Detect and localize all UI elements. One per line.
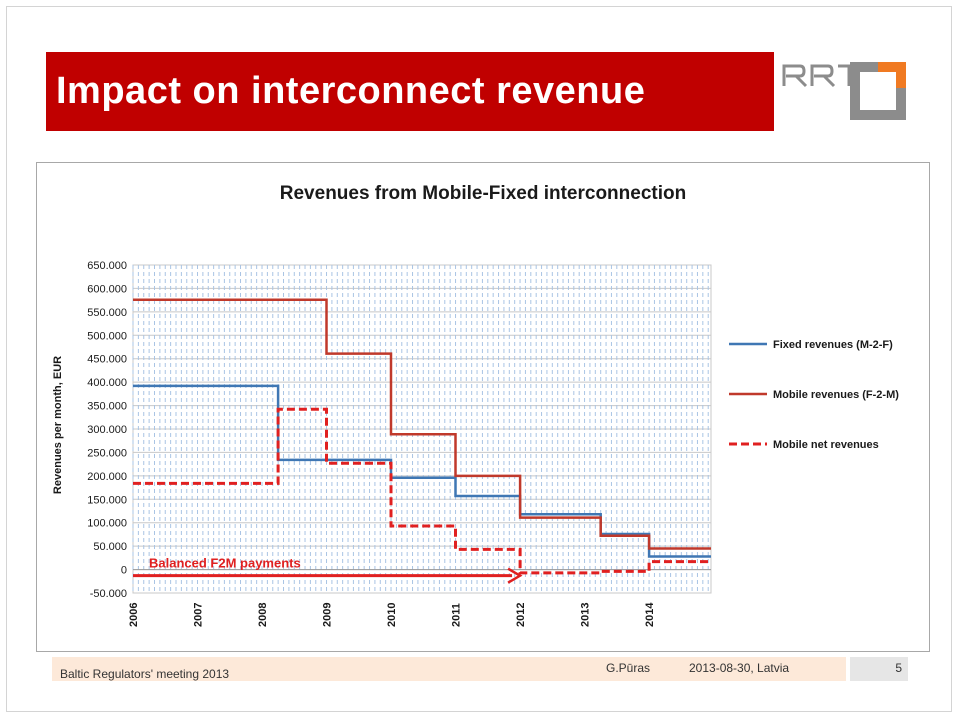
x-tick-label: 2006 <box>128 603 140 627</box>
x-tick-label: 2007 <box>193 603 205 627</box>
y-tick-label: 450.000 <box>87 354 127 366</box>
y-tick-label: 550.000 <box>87 307 127 319</box>
annotation-label: Balanced F2M payments <box>149 556 301 571</box>
x-tick-label: 2012 <box>515 603 527 627</box>
axes: 650.000 600.000 550.000 500.000 450.000 400.0… <box>87 260 711 627</box>
y-tick-label: -50.000 <box>90 588 127 600</box>
y-tick-label: 150.000 <box>87 494 127 506</box>
page-number-box: 5 <box>850 657 908 681</box>
y-axis-label: Revenues per month, EUR <box>52 356 64 494</box>
chart-title: Revenues from Mobile-Fixed interconnecti… <box>280 183 686 204</box>
rrt-logo <box>780 56 910 126</box>
title-bar: Impact on interconnect revenue <box>46 52 774 131</box>
y-tick-label: 650.000 <box>87 260 127 272</box>
grid-lines <box>132 264 712 594</box>
legend-label: Mobile revenues (F-2-M) <box>773 389 899 401</box>
y-tick-label: 350.000 <box>87 401 127 413</box>
legend-label: Fixed revenues (M-2-F) <box>773 339 893 351</box>
footer-event: Baltic Regulators' meeting 2013 <box>60 667 230 681</box>
slide-frame <box>6 6 952 712</box>
y-tick-label: 600.000 <box>87 283 127 295</box>
y-tick-label: 400.000 <box>87 377 127 389</box>
page-number: 5 <box>895 661 902 675</box>
footer-presenter: G.Pūras <box>606 661 651 675</box>
x-tick-label: 2011 <box>451 603 463 627</box>
y-tick-label: 500.000 <box>87 330 127 342</box>
slide-title: Impact on interconnect revenue <box>56 70 646 112</box>
x-tick-label: 2010 <box>386 603 398 627</box>
footer-bar: Baltic Regulators' meeting 2013 G.Pūras … <box>52 657 846 681</box>
x-tick-label: 2008 <box>257 603 269 627</box>
series-line <box>133 407 711 575</box>
y-tick-label: 250.000 <box>87 447 127 459</box>
legend: Fixed revenues (M-2-F) Mobile revenues (F… <box>729 339 899 451</box>
series-lines <box>133 298 711 575</box>
legend-label: Mobile net revenues <box>773 439 879 451</box>
annotation: Balanced F2M payments <box>133 556 523 584</box>
x-tick-label: 2014 <box>644 602 656 627</box>
y-tick-label: 100.000 <box>87 518 127 530</box>
x-tick-label: 2013 <box>580 603 592 627</box>
series-line <box>133 384 711 558</box>
annotation-arrowhead <box>507 567 523 584</box>
series-line <box>133 298 711 550</box>
y-tick-label: 0 <box>121 565 127 577</box>
footer-date: 2013-08-30, Latvia <box>689 661 790 675</box>
x-tick-label: 2009 <box>322 603 334 627</box>
y-tick-label: 50.000 <box>93 541 127 553</box>
revenue-chart: Revenues from Mobile-Fixed interconnecti… <box>52 183 899 627</box>
y-tick-label: 300.000 <box>87 424 127 436</box>
y-tick-label: 200.000 <box>87 471 127 483</box>
chart-frame: Revenues from Mobile-Fixed interconnecti… <box>36 162 930 652</box>
